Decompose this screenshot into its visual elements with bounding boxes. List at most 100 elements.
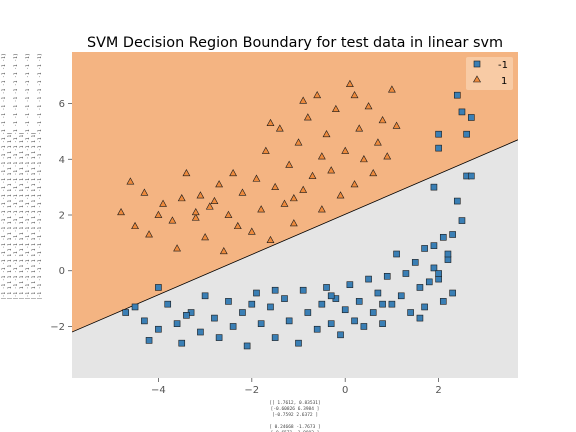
point-neg1-0 [155,284,162,291]
svg-text:[-0.60826 6.3984 ]: [-0.60826 6.3984 ] [271,406,320,412]
svg-text:[-0.7592 2.6372 ]: [-0.7592 2.6372 ] [272,412,318,418]
point-neg1-69 [439,298,447,305]
point-neg1-78 [248,300,256,308]
point-neg1-12 [211,314,218,322]
point-pos1-39 [331,104,340,113]
legend-label-neg1: -1 [498,60,508,71]
point-neg1-65 [467,114,475,121]
point-pos1-44 [355,124,364,132]
point-pos1-16 [219,246,228,255]
point-pos1-5 [154,210,163,218]
x-tick-label: −2 [244,385,259,396]
point-pos1-8 [173,244,181,252]
point-neg1-62 [453,91,461,99]
point-pos1-11 [191,213,200,221]
svg-text:[-1 -1 -1 -1 -1 -1 -1 -1 -1 -1: [-1 -1 -1 -1 -1 -1 -1 -1 -1 -1 -1 -1 -1 … [1,53,7,300]
y-tick-label: 6 [59,99,65,110]
point-neg1-61 [435,130,442,138]
point-pos1-33 [303,113,312,121]
point-pos1-19 [233,221,242,230]
point-pos1-27 [275,124,284,132]
point-pos1-24 [261,146,270,154]
point-neg1-33 [341,306,349,314]
point-neg1-13 [215,334,223,341]
svg-text:[-1 -1 -1 -1 -1 -1 -1 -1 -1 -1: [-1 -1 -1 -1 -1 -1 -1 -1 -1 -1 -1 -1 -1 … [37,53,43,300]
point-neg1-47 [407,309,414,316]
point-pos1-4 [145,230,153,238]
point-neg1-19 [257,320,265,327]
point-pos1-53 [266,118,275,126]
point-pos1-20 [238,188,247,196]
point-neg1-20 [267,303,274,311]
point-pos1-21 [247,227,256,235]
point-neg1-52 [430,264,438,272]
point-neg1-51 [425,278,433,286]
svg-text:[ 0.24668 -1.7673 ]: [ 0.24668 -1.7673 ] [269,424,320,430]
point-neg1-56 [449,289,456,297]
point-neg1-71 [421,303,428,311]
point-neg1-74 [435,270,442,277]
point-pos1-35 [313,90,322,99]
point-pos1-51 [387,85,396,93]
point-neg1-10 [197,328,204,336]
scatter-points [117,79,475,350]
point-pos1-49 [378,116,387,124]
point-neg1-49 [416,284,424,291]
x-tick-label: 2 [435,385,441,396]
point-neg1-21 [271,334,279,341]
point-neg1-14 [225,298,232,305]
legend-marker-1 [472,75,482,83]
decision-boundary-line [72,139,518,333]
point-pos1-14 [205,202,214,210]
point-neg1-30 [327,320,335,327]
point-neg1-22 [281,295,288,302]
point-pos1-0 [117,207,125,216]
point-pos1-12 [196,191,205,199]
point-neg1-42 [383,272,391,280]
x-tick-label: −4 [151,385,166,396]
point-neg1-79 [183,312,190,319]
point-neg1-25 [299,286,307,294]
point-neg1-5 [155,325,162,333]
point-neg1-46 [402,270,410,277]
point-neg1-2 [131,303,139,311]
point-pos1-18 [229,168,238,177]
point-neg1-16 [239,309,246,316]
point-neg1-34 [346,281,354,288]
point-neg1-32 [337,331,344,339]
point-neg1-35 [351,317,358,325]
svg-text:[ 1 1 1 1 1 1 1 1 1 1: [ 1 1 1 1 1 1 1 1 1 1 1 1 1 1 1 1 1 1 1 … [7,132,13,300]
point-neg1-36 [355,298,363,305]
point-pos1-13 [201,233,210,241]
point-pos1-54 [299,96,308,104]
legend-marker-neg1 [473,60,481,68]
point-neg1-57 [453,197,461,205]
point-neg1-63 [458,108,466,116]
point-neg1-77 [379,300,386,308]
point-neg1-7 [173,320,181,327]
point-neg1-27 [313,325,321,333]
point-pos1-10 [182,168,191,177]
point-neg1-40 [374,289,382,297]
point-pos1-32 [299,185,308,193]
point-pos1-31 [294,138,303,146]
svg-text:[-0.6571 -1.9002 ]: [-0.6571 -1.9002 ] [271,430,320,432]
point-neg1-38 [365,275,372,283]
point-neg1-68 [449,231,456,238]
point-pos1-42 [345,79,354,87]
point-pos1-34 [308,171,317,179]
point-neg1-29 [323,284,330,291]
point-pos1-25 [266,235,275,243]
y-tick-label: −2 [50,322,65,333]
point-pos1-46 [364,102,373,110]
legend-label-1: 1 [501,76,507,87]
point-neg1-64 [463,130,470,138]
point-neg1-53 [435,275,442,283]
point-neg1-8 [178,339,186,347]
point-neg1-23 [285,317,293,325]
point-pos1-22 [252,174,261,182]
point-neg1-55 [444,256,452,263]
point-neg1-44 [393,250,400,258]
point-pos1-37 [322,129,331,138]
